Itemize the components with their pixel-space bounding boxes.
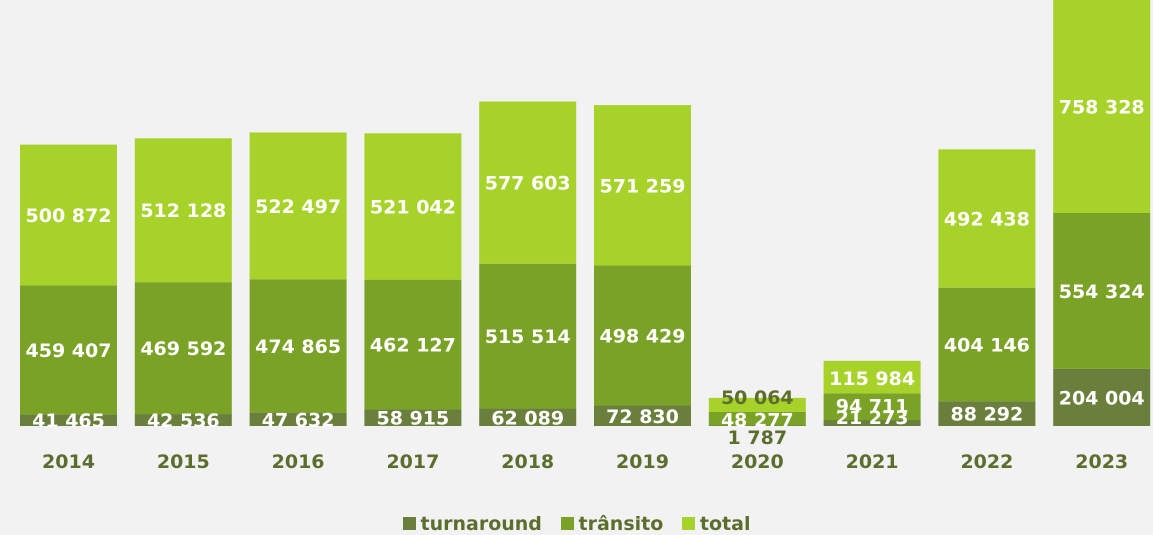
bar-trnsito-2015 <box>134 282 232 415</box>
bar-total-2019 <box>594 105 691 266</box>
legend-item-turnaround: turnaround <box>402 513 542 535</box>
legend-swatch-total <box>681 517 695 530</box>
data-label-turnaround-2014: 41 465 <box>32 410 105 432</box>
data-label-total-2022: 492 438 <box>944 209 1030 231</box>
legend-item-total: total <box>681 513 751 535</box>
bar-total-2015 <box>134 138 232 283</box>
data-label-total-2019: 571 259 <box>600 175 686 197</box>
bar-turnaround-2022 <box>938 401 1036 426</box>
x-tick-2022: 2022 <box>960 451 1013 473</box>
stacked-bar-chart: 41 465 459 407 500 872 2014 42 536 469 592 512… <box>20 0 1151 473</box>
data-label-trnsito-2016: 474 865 <box>255 336 341 358</box>
data-label-turnaround-2015: 42 536 <box>147 410 220 432</box>
legend-label-total: total <box>699 513 751 535</box>
bar-turnaround-2019 <box>594 405 691 426</box>
data-label-total-2015: 512 128 <box>140 200 226 222</box>
bar-total-2023 <box>1053 0 1151 214</box>
data-label-total-2021: 115 984 <box>829 368 915 390</box>
x-tick-2018: 2018 <box>501 451 554 473</box>
bar-trnsito-2020 <box>708 411 806 426</box>
bar-turnaround-2017 <box>364 409 462 426</box>
data-label-turnaround-2018: 62 089 <box>491 407 564 429</box>
data-label-turnaround-2016: 47 632 <box>262 409 335 431</box>
bar-total-2021 <box>823 360 921 394</box>
x-tick-2015: 2015 <box>157 451 210 473</box>
data-label-trnsito-2015: 469 592 <box>140 338 226 360</box>
bar-trnsito-2017 <box>364 279 462 410</box>
legend-item-transito: trânsito <box>560 513 664 535</box>
bar-trnsito-2016 <box>249 279 347 413</box>
data-label-trnsito-2017: 462 127 <box>370 335 456 357</box>
x-tick-2016: 2016 <box>272 451 325 473</box>
x-tick-2021: 2021 <box>846 451 899 473</box>
bar-trnsito-2022 <box>938 287 1036 402</box>
bar-total-2020 <box>708 397 806 412</box>
bar-total-2017 <box>364 133 462 280</box>
bar-turnaround-2020 <box>708 425 806 426</box>
bar-trnsito-2019 <box>594 265 691 406</box>
legend-label-turnaround: turnaround <box>420 513 542 535</box>
bar-total-2016 <box>249 132 347 280</box>
x-tick-2020: 2020 <box>731 451 784 473</box>
bar-total-2022 <box>938 149 1036 288</box>
data-label-total-2014: 500 872 <box>26 205 112 227</box>
data-label-trnsito-2023: 554 324 <box>1059 281 1145 303</box>
data-label-turnaround-2019: 72 830 <box>606 406 679 428</box>
data-label-trnsito-2018: 515 514 <box>485 326 571 348</box>
bar-turnaround-2015 <box>134 414 232 426</box>
data-label-trnsito-2020: 48 277 <box>721 410 794 432</box>
x-tick-2014: 2014 <box>42 451 95 473</box>
bar-trnsito-2014 <box>20 285 117 415</box>
legend-swatch-turnaround <box>402 517 416 530</box>
data-label-trnsito-2019: 498 429 <box>600 326 686 348</box>
data-label-total-2018: 577 603 <box>485 173 571 195</box>
bar-trnsito-2021 <box>823 393 921 421</box>
bar-turnaround-2018 <box>479 408 577 426</box>
legend-label-transito: trânsito <box>578 513 664 535</box>
bar-turnaround-2021 <box>823 420 921 426</box>
bar-turnaround-2016 <box>249 412 347 426</box>
legend-swatch-transito <box>560 517 574 530</box>
bar-trnsito-2018 <box>479 263 577 409</box>
data-label-total-2023: 758 328 <box>1059 97 1145 119</box>
data-label-total-2020: 50 064 <box>721 387 794 409</box>
chart-legend: turnaround trânsito total <box>0 513 1153 535</box>
data-label-total-2016: 522 497 <box>255 196 341 218</box>
bar-turnaround-2023 <box>1053 368 1151 426</box>
data-label-trnsito-2022: 404 146 <box>944 334 1030 356</box>
bar-trnsito-2023 <box>1053 213 1151 369</box>
data-label-turnaround-2023: 204 004 <box>1059 387 1145 409</box>
x-tick-2023: 2023 <box>1075 451 1128 473</box>
data-label-turnaround-2022: 88 292 <box>951 404 1024 426</box>
bar-total-2018 <box>479 101 577 264</box>
data-label-turnaround-2021: 21 273 <box>836 407 909 429</box>
bar-turnaround-2014 <box>20 414 117 426</box>
x-tick-2017: 2017 <box>386 451 439 473</box>
data-label-trnsito-2021: 94 711 <box>836 396 909 418</box>
data-label-turnaround-2017: 58 915 <box>377 408 450 430</box>
data-label-total-2017: 521 042 <box>370 196 456 218</box>
x-tick-2019: 2019 <box>616 451 669 473</box>
data-label-trnsito-2014: 459 407 <box>26 340 112 362</box>
data-label-turnaround-2020: 1 787 <box>728 427 788 449</box>
bar-total-2014 <box>20 144 117 286</box>
